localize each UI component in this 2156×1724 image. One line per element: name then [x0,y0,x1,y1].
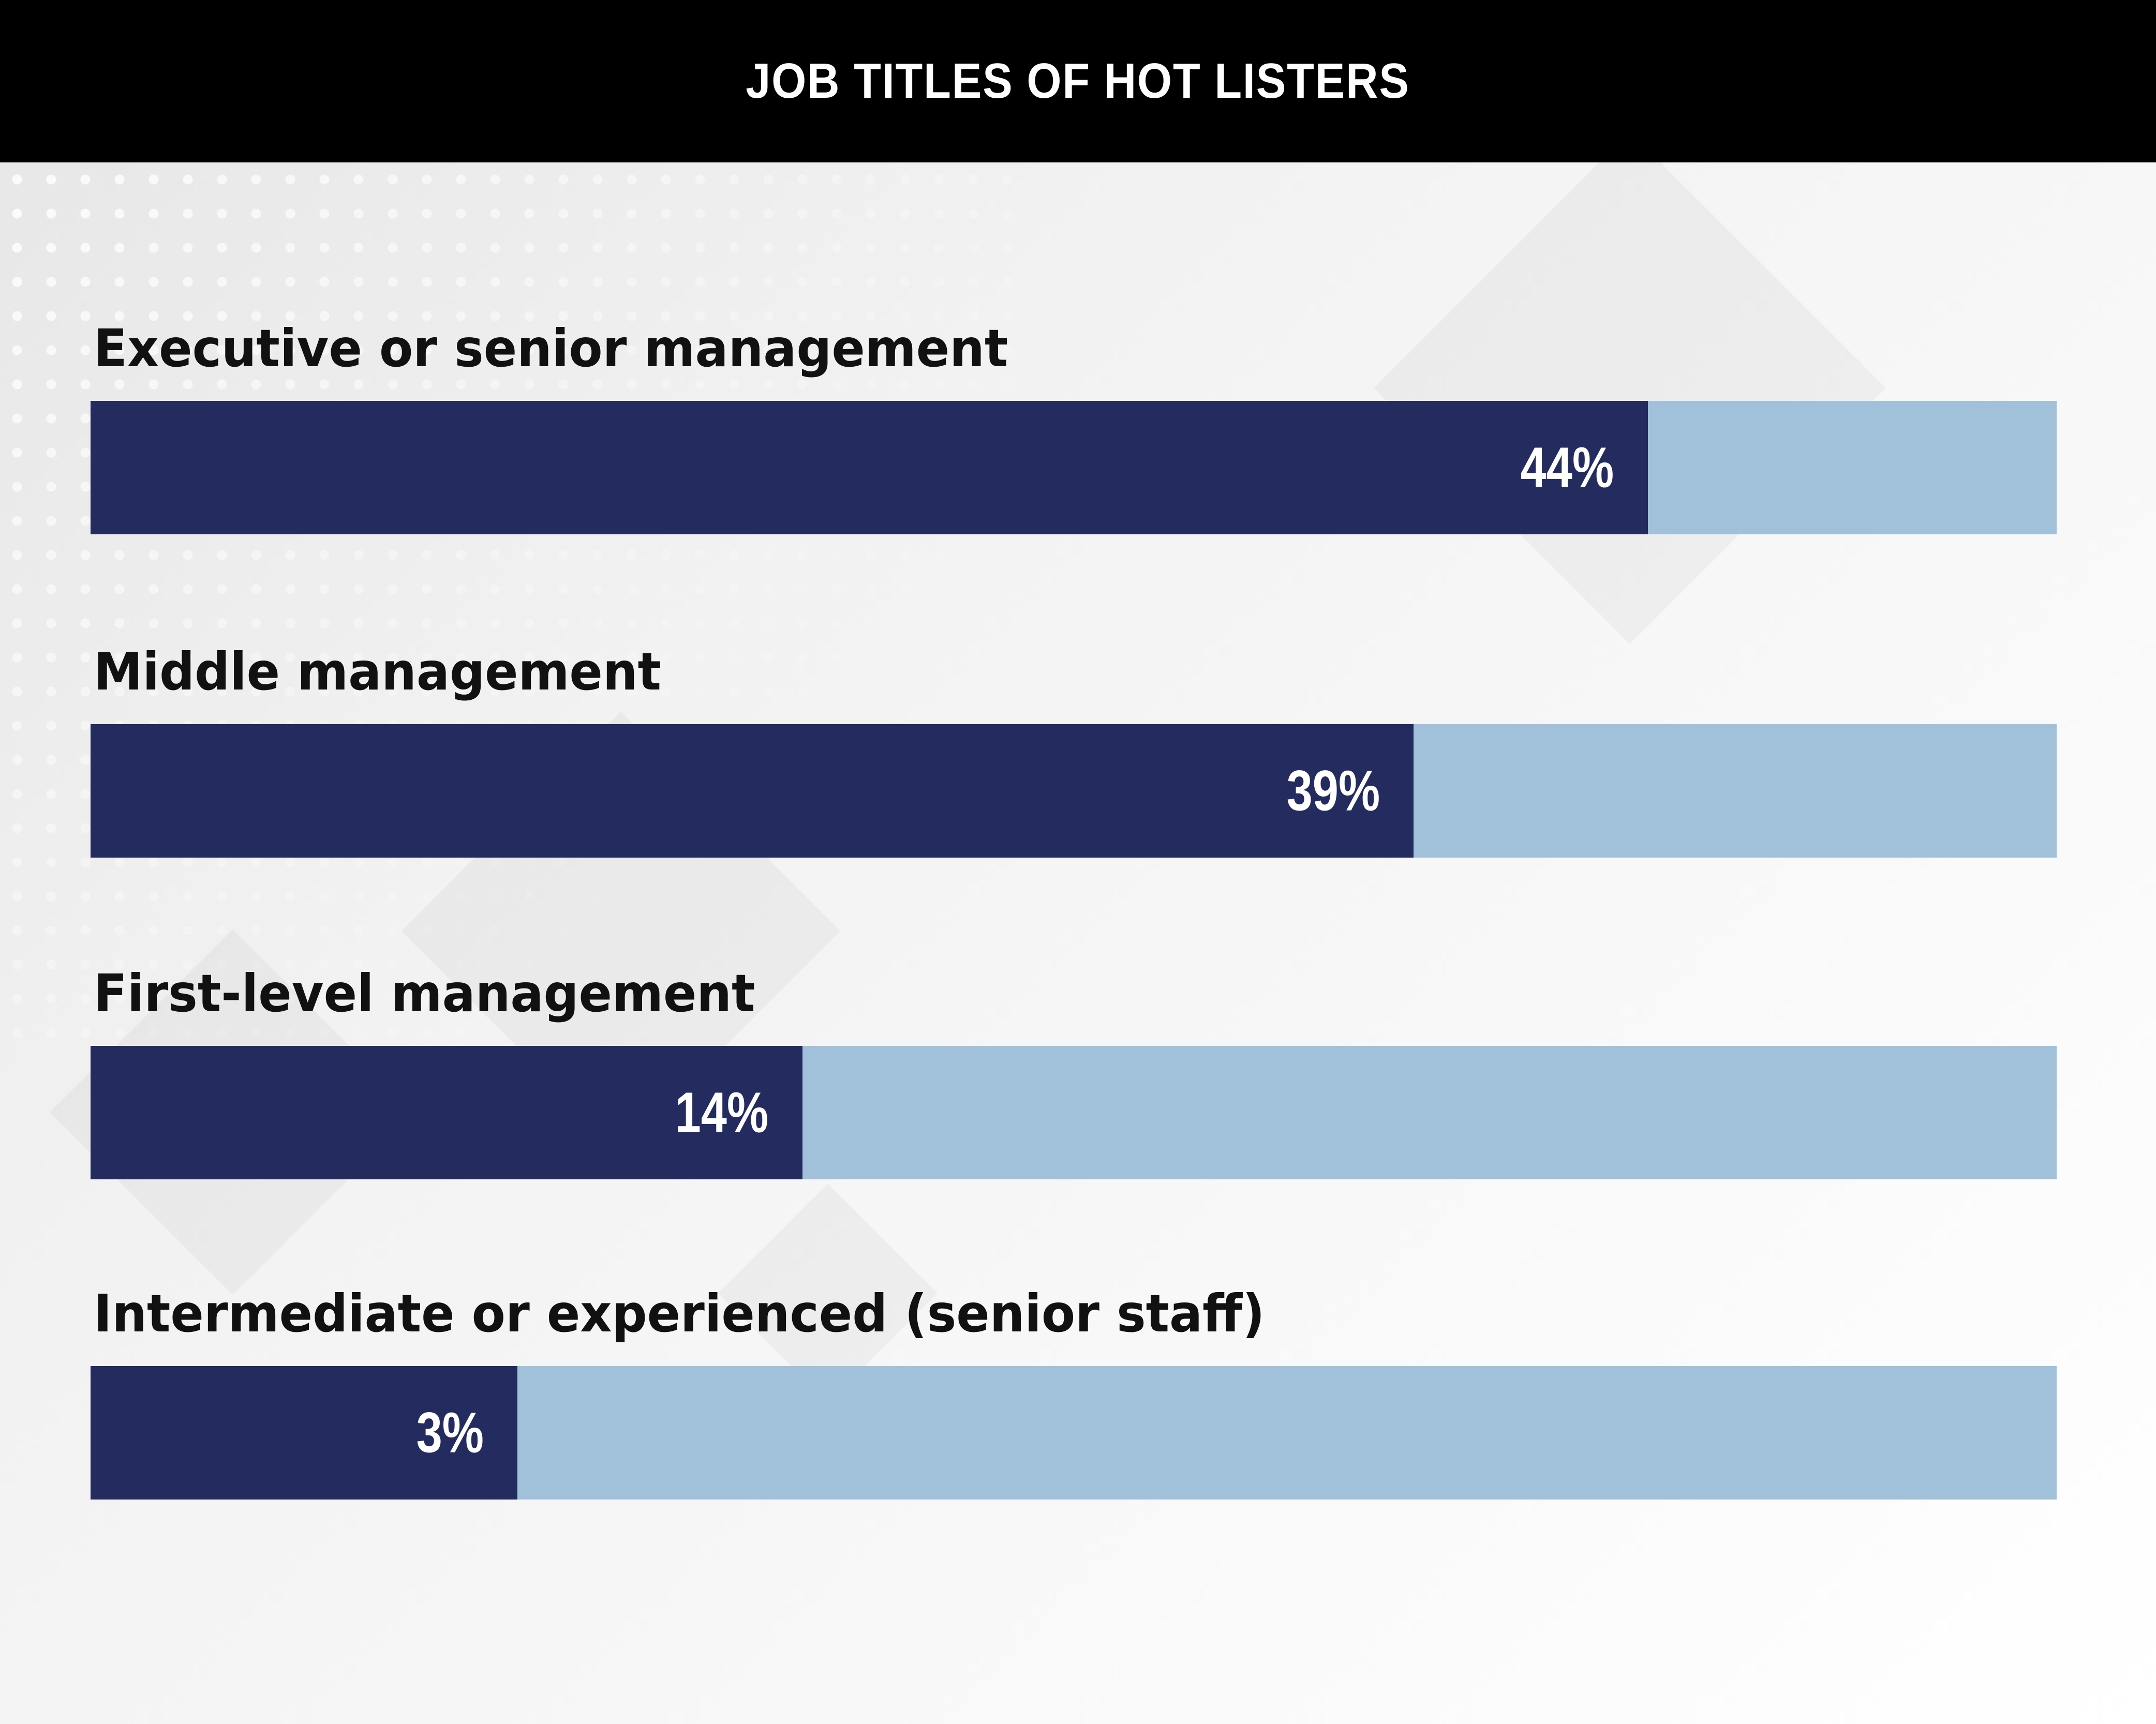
chart-header: JOB TITLES OF HOT LISTERS [0,0,2156,162]
value-label: 39% [1286,759,1380,823]
background-diamond [1374,132,1886,644]
value-label: 44% [1521,436,1614,500]
bar-track: 3% [91,1366,2057,1500]
chart-title: JOB TITLES OF HOT LISTERS [746,53,1410,109]
category-label: Middle management [94,641,661,702]
bar-fill: 14% [91,1046,802,1179]
value-label: 3% [416,1401,484,1465]
dot-pattern-background [0,162,1035,1042]
category-label: Intermediate or experienced (senior staf… [94,1283,1265,1344]
category-label: Executive or senior management [94,318,1008,379]
value-label: 14% [675,1081,769,1145]
bar-fill: 44% [91,401,1648,534]
category-label: First-level management [94,963,755,1024]
bar-track: 39% [91,724,2057,858]
bar-track: 44% [91,401,2057,534]
bar-fill: 3% [91,1366,517,1500]
bar-track: 14% [91,1046,2057,1179]
bar-fill: 39% [91,724,1414,858]
